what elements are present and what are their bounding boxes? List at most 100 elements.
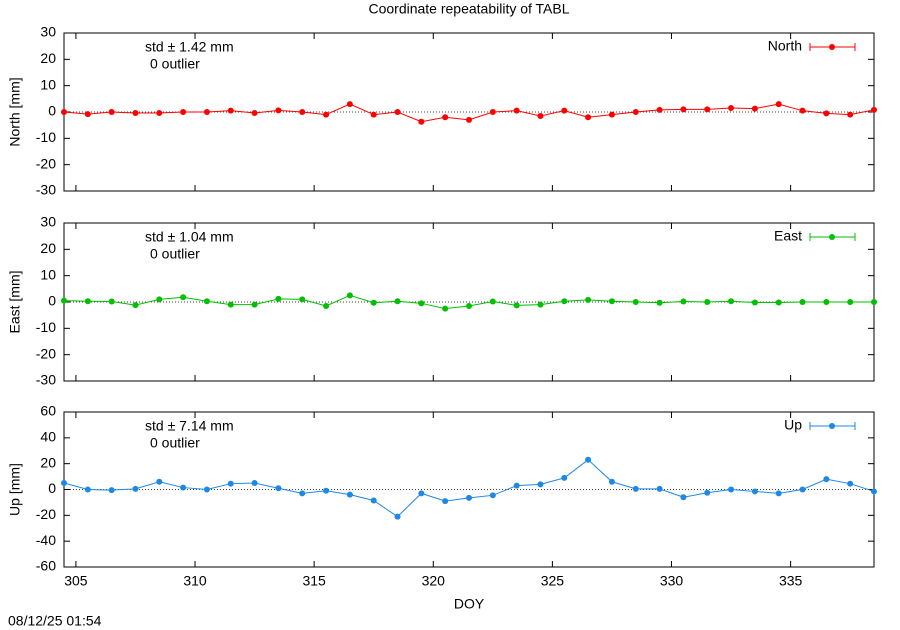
data-point	[871, 106, 877, 113]
data-point	[775, 490, 782, 497]
data-point	[132, 302, 139, 309]
data-point	[823, 110, 830, 117]
data-point	[823, 476, 830, 483]
y-axis-label: Up [mm]	[7, 463, 23, 516]
data-point	[370, 299, 377, 306]
data-point	[775, 101, 782, 108]
data-point	[728, 105, 735, 112]
y-tick-label: 0	[48, 480, 56, 496]
y-tick-label: 20	[40, 50, 56, 66]
data-point	[394, 298, 401, 305]
data-point	[823, 299, 830, 305]
data-point	[728, 486, 735, 493]
y-tick-label: 0	[48, 103, 56, 119]
y-tick-label: -20	[36, 155, 56, 171]
data-point	[561, 474, 568, 481]
data-point	[704, 106, 711, 113]
y-tick-label: 60	[40, 403, 56, 419]
data-point	[84, 298, 91, 305]
data-point	[489, 109, 496, 115]
data-point	[466, 116, 472, 123]
data-point	[84, 486, 91, 493]
y-tick-label: 10	[40, 266, 56, 282]
data-point	[799, 299, 806, 305]
timestamp: 08/12/25 01:54	[8, 613, 102, 629]
data-point	[299, 490, 306, 497]
data-point	[180, 109, 187, 115]
data-point	[370, 497, 377, 504]
data-point	[513, 302, 520, 309]
annotation: 0 outlier	[150, 246, 200, 262]
data-point	[418, 490, 425, 497]
y-tick-label: -20	[36, 506, 56, 522]
y-tick-label: -10	[36, 129, 56, 145]
data-point	[466, 494, 472, 501]
data-point	[799, 486, 806, 493]
legend-marker	[829, 44, 835, 50]
data-point	[180, 294, 187, 301]
data-point	[513, 107, 520, 114]
data-point	[466, 302, 472, 309]
data-point	[608, 478, 615, 485]
data-point	[656, 106, 663, 113]
data-point	[751, 488, 758, 495]
data-point	[84, 111, 91, 118]
data-point	[537, 481, 544, 488]
data-point	[61, 109, 67, 115]
legend-marker	[829, 234, 835, 240]
data-point	[847, 480, 854, 487]
x-axis-label: DOY	[454, 596, 485, 612]
data-point	[156, 110, 163, 117]
data-point	[561, 107, 568, 114]
data-point	[251, 480, 258, 487]
x-tick-label: 310	[183, 573, 207, 589]
data-point	[346, 491, 353, 498]
y-tick-label: 20	[40, 454, 56, 470]
data-point	[632, 485, 639, 492]
data-point	[323, 111, 330, 118]
x-tick-label: 335	[779, 573, 803, 589]
legend-label: Up	[784, 417, 802, 433]
x-tick-label: 320	[422, 573, 446, 589]
annotation: std ± 7.14 mm	[145, 418, 234, 434]
data-point	[585, 114, 592, 121]
data-point	[871, 488, 877, 495]
data-point	[704, 299, 711, 305]
data-point	[394, 513, 401, 520]
data-point	[751, 299, 758, 306]
y-axis-label: North [mm]	[7, 77, 23, 146]
data-point	[799, 107, 806, 114]
data-point	[680, 494, 687, 501]
data-point	[632, 109, 639, 115]
data-point	[418, 118, 425, 125]
y-tick-label: -30	[36, 372, 56, 388]
data-point	[608, 298, 615, 305]
data-point	[537, 301, 544, 308]
data-point	[728, 298, 735, 305]
data-point	[227, 480, 234, 487]
data-point	[394, 109, 401, 115]
data-point	[108, 298, 115, 305]
data-point	[156, 296, 163, 303]
data-point	[489, 298, 496, 305]
chart-title: Coordinate repeatability of TABL	[368, 1, 569, 17]
data-point	[275, 107, 282, 114]
data-point	[346, 292, 353, 299]
annotation: 0 outlier	[150, 435, 200, 451]
x-tick-label: 305	[64, 573, 88, 589]
data-point	[251, 301, 258, 308]
y-axis-label: East [mm]	[7, 270, 23, 333]
data-point	[847, 299, 854, 305]
data-point	[108, 487, 115, 494]
data-point	[656, 299, 663, 306]
data-point	[585, 296, 592, 303]
y-tick-label: 10	[40, 76, 56, 92]
legend-label: East	[774, 228, 802, 244]
data-point	[323, 487, 330, 494]
data-point	[442, 305, 449, 312]
data-point	[275, 485, 282, 492]
x-tick-label: 325	[541, 573, 565, 589]
data-point	[251, 110, 258, 117]
